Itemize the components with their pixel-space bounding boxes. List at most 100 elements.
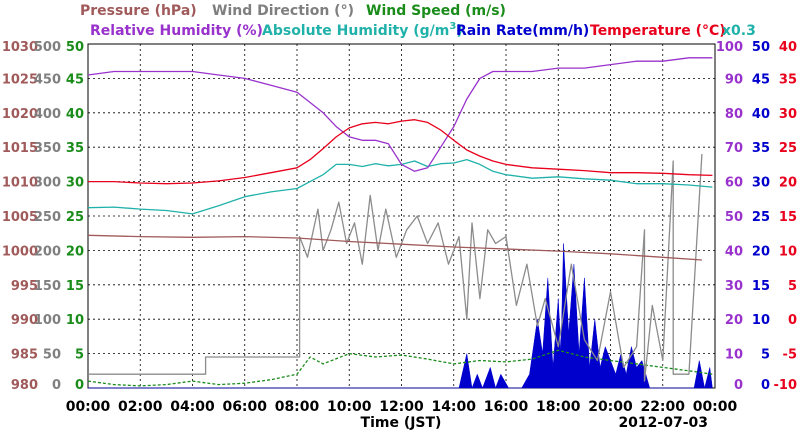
wind-speed-axis-tick: 5 xyxy=(75,348,84,363)
temperature-axis-tick: 15 xyxy=(779,210,797,225)
wind-direction-axis-tick: 200 xyxy=(34,244,61,259)
x-axis-tick: 22:00 xyxy=(640,399,685,415)
series-temperature-c-line xyxy=(88,119,713,185)
wind-speed-axis-tick: 45 xyxy=(66,72,84,87)
x-axis-tick: 02:00 xyxy=(118,399,163,415)
temperature-axis-tick: -5 xyxy=(783,348,797,363)
pressure-axis-tick: 1005 xyxy=(2,210,38,225)
x-axis-tick: 20:00 xyxy=(588,399,633,415)
relative-humidity-axis-tick: 0 xyxy=(734,378,743,393)
relative-humidity-axis-tick: 100 xyxy=(716,40,743,55)
temperature-axis-tick: -10 xyxy=(774,378,798,393)
wind-direction-axis-tick: 350 xyxy=(34,141,61,156)
wind-speed-axis-tick: 20 xyxy=(66,244,84,259)
temperature-header-label: Temperature (°C) xyxy=(590,23,726,39)
x-axis-tick: 08:00 xyxy=(275,399,320,415)
x-axis-tick: 04:00 xyxy=(170,399,215,415)
wind-direction-axis-tick: 250 xyxy=(34,210,61,225)
wind-speed-header-label: Wind Speed (m/s) xyxy=(366,3,506,19)
temperature-axis-tick: 25 xyxy=(779,141,797,156)
wind-direction-axis-tick: 100 xyxy=(34,313,61,328)
rain-rate-axis-tick: 40 xyxy=(752,107,770,122)
wind-speed-axis-tick: 10 xyxy=(66,313,84,328)
x-axis-tick: 18:00 xyxy=(536,399,581,415)
wind-direction-axis-tick: 0 xyxy=(52,378,61,393)
wind-speed-axis-tick: 25 xyxy=(66,210,84,225)
relative-humidity-axis-tick: 80 xyxy=(725,107,743,122)
series-pressure-hpa-line xyxy=(87,234,702,261)
rain-rate-header-label: Rain Rate(mm/h) xyxy=(456,23,589,39)
series-rain-rate-mm-h-area xyxy=(88,243,713,389)
x-axis-tick: 06:00 xyxy=(222,399,267,415)
wind-speed-axis-tick: 50 xyxy=(66,40,84,55)
rain-rate-axis-tick: 10 xyxy=(752,313,770,328)
temperature-axis-tick: 35 xyxy=(779,72,797,87)
date-label: 2012-07-03 xyxy=(618,415,708,431)
pressure-axis-tick: 1010 xyxy=(2,176,38,191)
wind-speed-axis-tick: 30 xyxy=(66,176,84,191)
absolute-humidity-label-close: ) xyxy=(456,23,462,39)
pressure-axis-tick: 1030 xyxy=(2,40,38,55)
x-axis-tick: 14:00 xyxy=(431,399,476,415)
rain-rate-axis-tick: 35 xyxy=(752,141,770,156)
grid-lines xyxy=(88,44,715,388)
absolute-humidity-label-text: Absolute Humidity (g/m xyxy=(262,23,449,39)
right-axis-tick-labels: 1009080706050403020100504540353025201510… xyxy=(716,40,797,393)
pressure-axis-tick: 1020 xyxy=(2,107,38,122)
pressure-axis-tick: 1025 xyxy=(2,72,38,87)
x-axis-tick: 00:00 xyxy=(693,399,738,415)
x-axis-tick: 00:00 xyxy=(66,399,111,415)
data-series xyxy=(87,57,713,389)
series-relative-humidity-line xyxy=(87,57,713,172)
rain-rate-axis-tick: 25 xyxy=(752,210,770,225)
relative-humidity-axis-tick: 30 xyxy=(725,279,743,294)
wind-direction-axis-tick: 300 xyxy=(34,176,61,191)
wind-direction-axis-tick: 450 xyxy=(34,72,61,87)
rain-rate-axis-tick: 20 xyxy=(752,244,770,259)
series-wind-direction-line xyxy=(88,154,703,382)
pressure-axis-tick: 995 xyxy=(11,279,38,294)
relative-humidity-axis-tick: 50 xyxy=(725,210,743,225)
wind-speed-axis-tick: 40 xyxy=(66,107,84,122)
wind-direction-axis-tick: 50 xyxy=(43,348,61,363)
wind-direction-axis-tick: 500 xyxy=(34,40,61,55)
relative-humidity-header-label: Relative Humidity (%) xyxy=(90,23,263,39)
pressure-axis-tick: 990 xyxy=(11,313,38,328)
rain-rate-axis-tick: 45 xyxy=(752,72,770,87)
pressure-axis-tick: 1000 xyxy=(2,244,38,259)
rain-rate-axis-tick: 5 xyxy=(761,348,770,363)
temperature-axis-tick: 0 xyxy=(788,313,797,328)
wind-direction-axis-tick: 400 xyxy=(34,107,61,122)
relative-humidity-axis-tick: 90 xyxy=(725,72,743,87)
relative-humidity-axis-tick: 70 xyxy=(725,141,743,156)
x-axis-tick: 16:00 xyxy=(484,399,529,415)
rain-rate-axis-tick: 30 xyxy=(752,176,770,191)
rain-rate-axis-tick: 50 xyxy=(752,40,770,55)
pressure-axis-tick: 1015 xyxy=(2,141,38,156)
series-wind-speed-m-s-line xyxy=(87,349,713,387)
temperature-axis-tick: 40 xyxy=(779,40,797,55)
wind-direction-header-label: Wind Direction (°) xyxy=(212,3,354,19)
chart-header: Pressure (hPa) Wind Direction (°) Wind S… xyxy=(80,3,756,39)
temperature-axis-tick: 20 xyxy=(779,176,797,191)
relative-humidity-axis-tick: 20 xyxy=(725,313,743,328)
absolute-humidity-label-superscript: 3 xyxy=(449,21,456,32)
relative-humidity-axis-tick: 10 xyxy=(725,348,743,363)
rain-rate-axis-tick: 0 xyxy=(761,378,770,393)
x-axis-tick: 10:00 xyxy=(327,399,372,415)
x-axis-tick-labels: 00:00 02:00 04:00 06:00 08:00 10:00 12:00 14:00… xyxy=(66,399,738,415)
rain-multiplier-label: x0.3 xyxy=(722,23,756,39)
rain-rate-axis-tick: 15 xyxy=(752,279,770,294)
left-axis-tick-labels: 1030102510201015101010051000995990985980… xyxy=(2,40,84,393)
absolute-humidity-header-label: Absolute Humidity (g/m3) xyxy=(262,21,463,39)
pressure-axis-tick: 985 xyxy=(11,348,38,363)
temperature-axis-tick: 30 xyxy=(779,107,797,122)
relative-humidity-axis-tick: 40 xyxy=(725,244,743,259)
relative-humidity-axis-tick: 60 xyxy=(725,176,743,191)
wind-direction-axis-tick: 150 xyxy=(34,279,61,294)
x-axis-label: Time (JST) xyxy=(361,415,442,431)
wind-speed-axis-tick: 0 xyxy=(75,378,84,393)
pressure-axis-tick: 980 xyxy=(11,378,38,393)
wind-speed-axis-tick: 35 xyxy=(66,141,84,156)
